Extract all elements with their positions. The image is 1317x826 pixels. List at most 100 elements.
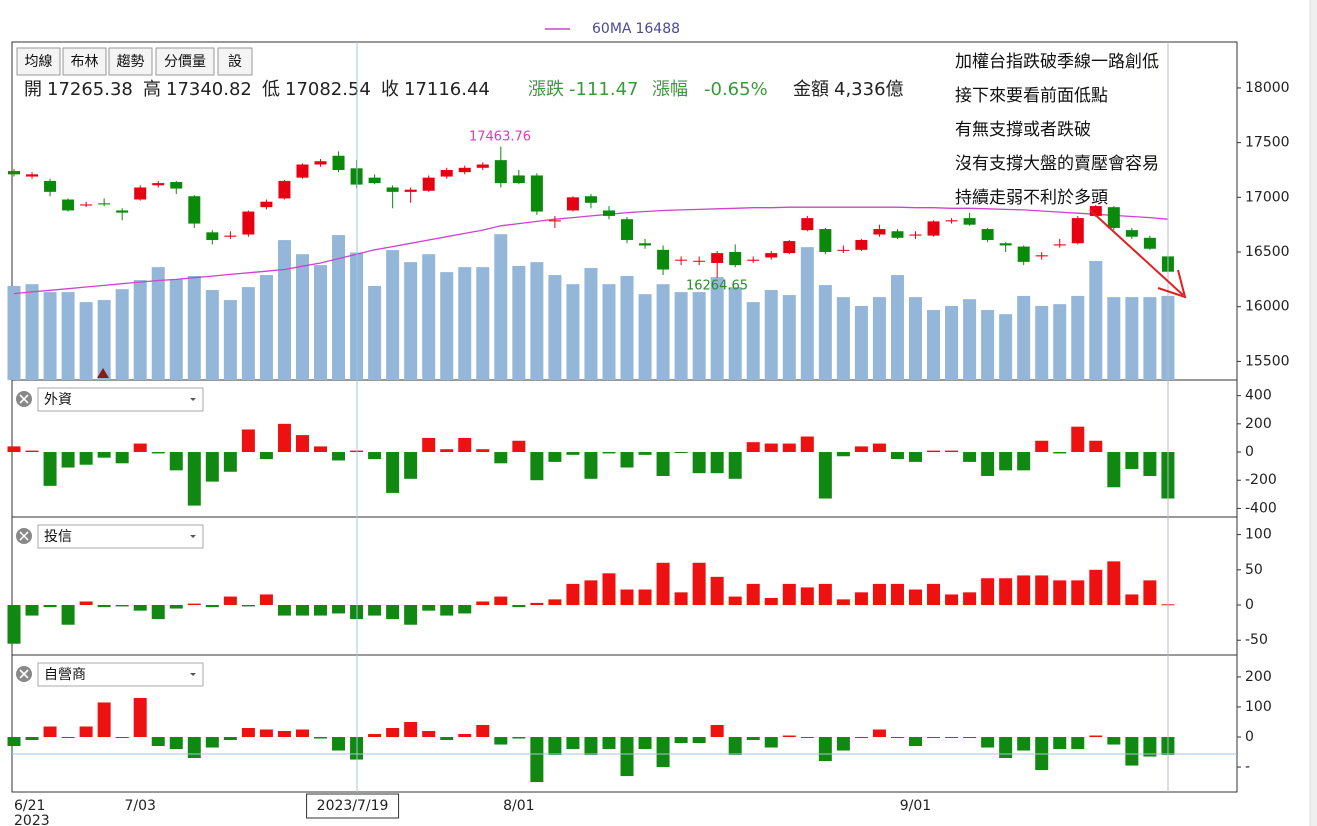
flow-bar [728, 596, 742, 606]
volume-bar [764, 290, 778, 380]
flow-bar [584, 452, 598, 479]
flow-bar [223, 737, 237, 741]
flow-bar [277, 731, 291, 738]
flow-bar [151, 737, 165, 747]
flow-bar [458, 605, 472, 614]
flow-bar [494, 596, 508, 606]
flow-bar [1125, 452, 1139, 469]
candle-body [999, 243, 1012, 246]
flow-bar [890, 452, 904, 460]
quote-label: 收 [381, 79, 399, 100]
dropdown[interactable] [37, 662, 204, 687]
flow-bar [115, 605, 129, 607]
flow-bar [368, 734, 382, 738]
flow-bar [872, 583, 886, 606]
flow-bar [710, 576, 724, 606]
flow-bar [999, 578, 1013, 606]
close-icon-x [19, 394, 29, 404]
volume-bar [890, 275, 904, 380]
toolbar-button[interactable] [62, 47, 107, 76]
flow-bar [512, 605, 526, 608]
quote-value: -0.65% [704, 79, 768, 100]
x-tick-label: 6/21 [14, 798, 45, 814]
y-tick-label: -400 [1245, 500, 1277, 516]
candle-body [260, 201, 273, 208]
flow-bar [981, 737, 995, 748]
candle-body [657, 249, 670, 270]
flow-bar [927, 583, 941, 606]
volume-bar [368, 285, 382, 380]
toolbar-button[interactable] [155, 47, 215, 76]
candle-body [368, 177, 381, 184]
flow-bar [205, 605, 219, 608]
flow-bar [386, 452, 400, 493]
flow-bar [710, 725, 724, 738]
dropdown[interactable] [37, 524, 204, 549]
quote-item: 漲幅 -0.65% [652, 79, 768, 100]
quote-value: 17265.38 [47, 79, 133, 100]
volume-bar [259, 275, 273, 380]
flow-bar [440, 605, 454, 616]
peak-label: 17463.76 [469, 130, 531, 145]
flow-bar [746, 583, 760, 606]
flow-bar [836, 452, 850, 457]
flow-bar [314, 446, 328, 453]
flow-bar [1125, 737, 1139, 766]
toolbar-button[interactable] [108, 47, 153, 76]
flow-bar [61, 452, 75, 468]
volume-bar [602, 284, 616, 380]
flow-bar [61, 737, 75, 739]
flow-bar [909, 737, 922, 747]
volume-bar [620, 275, 634, 380]
flow-bar [368, 452, 382, 460]
candle-body [711, 253, 724, 263]
volume-bar [79, 302, 93, 380]
flow-bar [566, 737, 580, 750]
y-tick-label: 18000 [1245, 80, 1290, 96]
quote-label: 高 [143, 79, 161, 100]
volume-bar [494, 234, 508, 380]
candle-body [621, 219, 634, 240]
candle-body [116, 210, 129, 213]
y-tick-label: 17500 [1245, 135, 1290, 151]
flow-bar [79, 726, 93, 738]
flow-bar [241, 429, 255, 453]
candle-body [639, 243, 652, 246]
flow-bar [404, 721, 418, 738]
flow-bar [1107, 737, 1121, 745]
candle-body [494, 160, 507, 184]
flow-bar [277, 423, 291, 453]
flow-bar [241, 728, 255, 738]
toolbar-button[interactable] [16, 47, 61, 76]
candle-body [458, 167, 471, 173]
flow-bar [1071, 737, 1085, 750]
volume-bar [151, 267, 165, 380]
dropdown[interactable] [37, 387, 204, 412]
flow-bar [404, 605, 418, 625]
candle-body [963, 218, 976, 225]
volume-bar [295, 254, 309, 380]
flow-bar [223, 596, 237, 606]
candle-body [206, 232, 219, 240]
volume-bar [422, 254, 436, 380]
scrollbar[interactable] [1310, 0, 1317, 826]
flow-bar [1125, 594, 1139, 606]
flow-bar [1053, 737, 1067, 750]
flow-bar [25, 737, 39, 741]
flow-bar [61, 605, 75, 625]
x-tick-label: 9/01 [900, 798, 931, 814]
candle-body [729, 252, 742, 266]
dropdown-label: 投信 [44, 529, 72, 545]
y-tick-label: - [1245, 759, 1250, 775]
quote-value: 17082.54 [285, 79, 371, 100]
flow-bar [169, 737, 183, 750]
flow-bar [800, 436, 814, 453]
candle-body [44, 180, 57, 192]
flow-bar [945, 594, 959, 606]
quote-item: 開 17265.38 [24, 79, 133, 100]
toolbar-button[interactable] [217, 47, 253, 76]
flow-bar [927, 450, 941, 453]
flow-bar [169, 452, 183, 471]
flow-bar [494, 737, 508, 745]
flow-bar [548, 737, 562, 756]
